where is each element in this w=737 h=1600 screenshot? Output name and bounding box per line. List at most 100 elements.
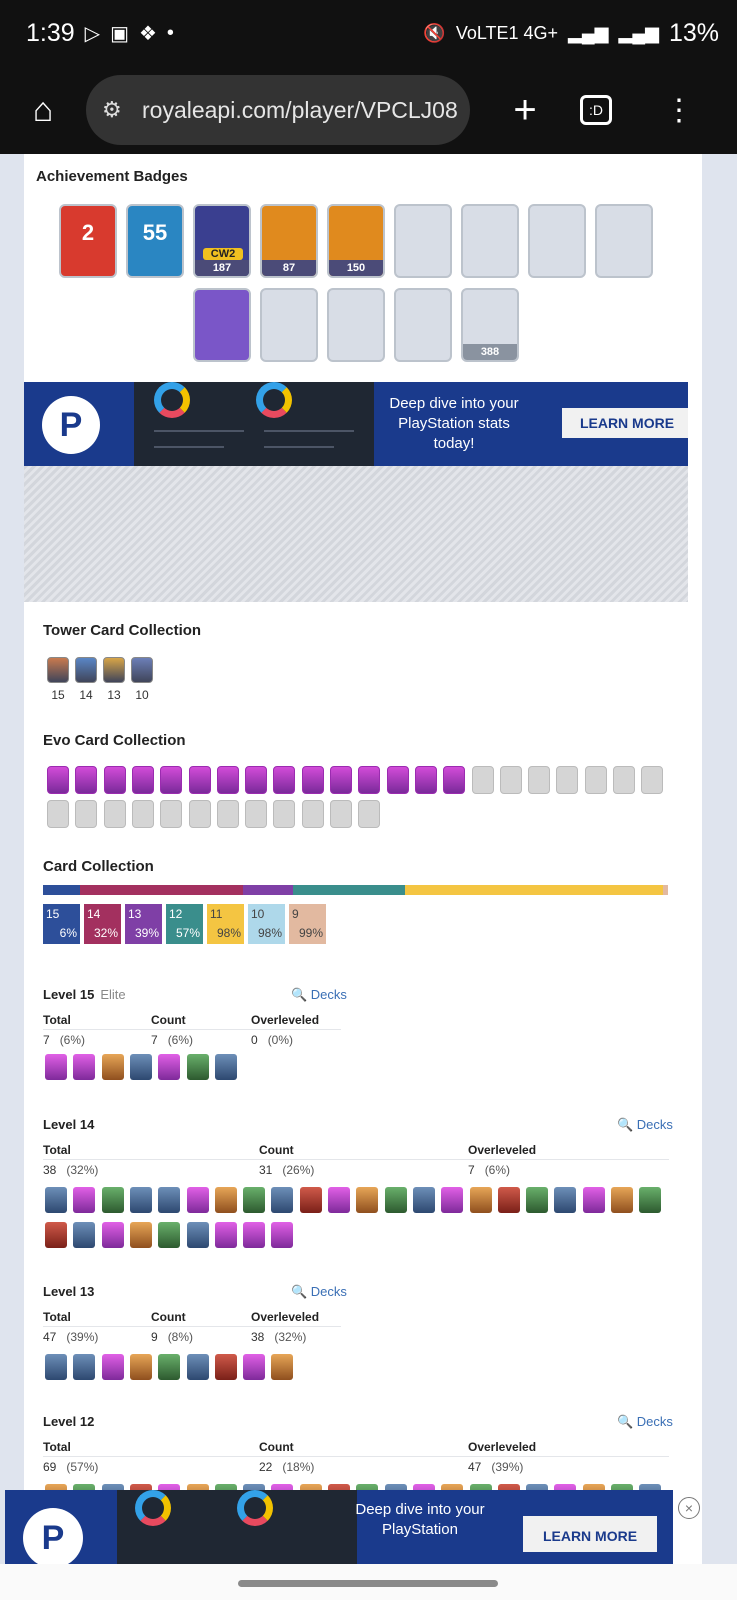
card-icon[interactable] xyxy=(243,1187,266,1213)
more-menu-icon[interactable]: ⋮ xyxy=(664,93,694,127)
badge-years-played[interactable]: 2 xyxy=(59,204,117,278)
badge-card-ruby[interactable] xyxy=(528,204,586,278)
evo-card-owned[interactable] xyxy=(273,766,296,794)
card-icon[interactable] xyxy=(158,1054,181,1080)
card-icon[interactable] xyxy=(129,1354,152,1380)
card-icon[interactable] xyxy=(526,1187,549,1213)
tower-card[interactable] xyxy=(103,657,125,683)
card-icon[interactable] xyxy=(243,1354,266,1380)
level-chip-14[interactable]: 14 32% xyxy=(84,904,121,944)
tower-card[interactable] xyxy=(131,657,153,683)
card-icon[interactable] xyxy=(271,1187,294,1213)
evo-card-locked[interactable] xyxy=(47,800,69,828)
card-icon[interactable] xyxy=(45,1054,67,1080)
evo-card-locked[interactable] xyxy=(301,800,324,828)
card-icon[interactable] xyxy=(639,1187,662,1213)
close-ad-icon[interactable]: × xyxy=(678,1497,700,1519)
evo-card-locked[interactable] xyxy=(584,766,607,794)
evo-card-owned[interactable] xyxy=(47,766,69,794)
decks-link[interactable]: 🔍 Decks xyxy=(291,1284,347,1299)
card-icon[interactable] xyxy=(45,1222,67,1248)
card-icon[interactable] xyxy=(271,1354,294,1380)
evo-card-locked[interactable] xyxy=(471,766,494,794)
card-icon[interactable] xyxy=(101,1222,124,1248)
card-icon[interactable] xyxy=(384,1187,407,1213)
evo-card-owned[interactable] xyxy=(188,766,211,794)
card-icon[interactable] xyxy=(186,1054,209,1080)
evo-card-locked[interactable] xyxy=(273,800,296,828)
card-icon[interactable] xyxy=(469,1187,492,1213)
card-icon[interactable] xyxy=(214,1054,237,1080)
badge-level[interactable]: 55 xyxy=(126,204,184,278)
evo-card-owned[interactable] xyxy=(443,766,466,794)
evo-card-locked[interactable] xyxy=(330,800,352,828)
card-icon[interactable] xyxy=(611,1187,633,1213)
card-icon[interactable] xyxy=(45,1354,67,1380)
card-icon[interactable] xyxy=(158,1187,181,1213)
evo-card-owned[interactable] xyxy=(330,766,352,794)
ad-learn-more-button[interactable]: LEARN MORE xyxy=(562,408,688,438)
card-icon[interactable] xyxy=(582,1187,605,1213)
bottom-ad-banner[interactable]: P Deep dive into your PlayStation LEARN … xyxy=(5,1490,673,1564)
new-tab-icon[interactable]: + xyxy=(513,87,537,132)
card-icon[interactable] xyxy=(73,1354,96,1380)
card-icon[interactable] xyxy=(356,1187,379,1213)
badge-globe[interactable] xyxy=(394,288,452,362)
evo-card-locked[interactable] xyxy=(216,800,239,828)
badge-clan-wars-2[interactable]: CW2 187 xyxy=(193,204,251,278)
decks-link[interactable]: 🔍 Decks xyxy=(617,1414,673,1429)
evo-card-locked[interactable] xyxy=(499,766,522,794)
card-icon[interactable] xyxy=(129,1054,152,1080)
gesture-handle[interactable] xyxy=(238,1580,498,1587)
evo-card-locked[interactable] xyxy=(613,766,635,794)
evo-card-owned[interactable] xyxy=(245,766,268,794)
card-icon[interactable] xyxy=(243,1222,266,1248)
card-icon[interactable] xyxy=(73,1187,96,1213)
card-icon[interactable] xyxy=(299,1187,322,1213)
level-chip-11[interactable]: 11 98% xyxy=(207,904,244,944)
card-icon[interactable] xyxy=(101,1187,124,1213)
badge-crown-banner[interactable]: 150 xyxy=(327,204,385,278)
evo-card-locked[interactable] xyxy=(245,800,268,828)
evo-card-owned[interactable] xyxy=(358,766,381,794)
card-icon[interactable] xyxy=(441,1187,464,1213)
evo-card-owned[interactable] xyxy=(131,766,154,794)
level-chip-13[interactable]: 13 39% xyxy=(125,904,162,944)
badge-emote-badge[interactable] xyxy=(595,204,653,278)
evo-card-owned[interactable] xyxy=(160,766,183,794)
card-icon[interactable] xyxy=(186,1187,209,1213)
decks-link[interactable]: 🔍 Decks xyxy=(617,1117,673,1132)
badge-crown-chest[interactable]: 87 xyxy=(260,204,318,278)
card-icon[interactable] xyxy=(214,1354,237,1380)
evo-card-locked[interactable] xyxy=(641,766,664,794)
level-chip-9[interactable]: 9 99% xyxy=(289,904,326,944)
card-icon[interactable] xyxy=(412,1187,435,1213)
badge-gold-coin[interactable] xyxy=(327,288,385,362)
ad-banner[interactable]: P Deep dive into your PlayStation stats … xyxy=(24,382,688,466)
badge-grand-challenge[interactable] xyxy=(461,204,519,278)
card-icon[interactable] xyxy=(158,1222,181,1248)
card-icon[interactable] xyxy=(73,1054,96,1080)
evo-card-owned[interactable] xyxy=(75,766,98,794)
card-icon[interactable] xyxy=(328,1187,350,1213)
evo-card-owned[interactable] xyxy=(414,766,437,794)
evo-card-owned[interactable] xyxy=(103,766,126,794)
evo-card-locked[interactable] xyxy=(160,800,183,828)
badge-tournament[interactable] xyxy=(193,288,251,362)
level-chip-12[interactable]: 12 57% xyxy=(166,904,203,944)
card-icon[interactable] xyxy=(186,1354,209,1380)
address-bar[interactable]: ⚙ royaleapi.com/player/VPCLJ08 xyxy=(86,75,470,145)
bottom-ad-learn-more-button[interactable]: LEARN MORE xyxy=(523,1516,657,1552)
card-icon[interactable] xyxy=(45,1187,67,1213)
card-icon[interactable] xyxy=(497,1187,520,1213)
card-icon[interactable] xyxy=(554,1187,577,1213)
card-icon[interactable] xyxy=(271,1222,294,1248)
site-settings-icon[interactable]: ⚙ xyxy=(102,97,122,122)
card-icon[interactable] xyxy=(129,1187,152,1213)
evo-card-owned[interactable] xyxy=(216,766,239,794)
tower-card[interactable] xyxy=(47,657,69,683)
evo-card-locked[interactable] xyxy=(131,800,154,828)
card-icon[interactable] xyxy=(73,1222,96,1248)
badge-crystal[interactable] xyxy=(260,288,318,362)
card-icon[interactable] xyxy=(101,1054,124,1080)
